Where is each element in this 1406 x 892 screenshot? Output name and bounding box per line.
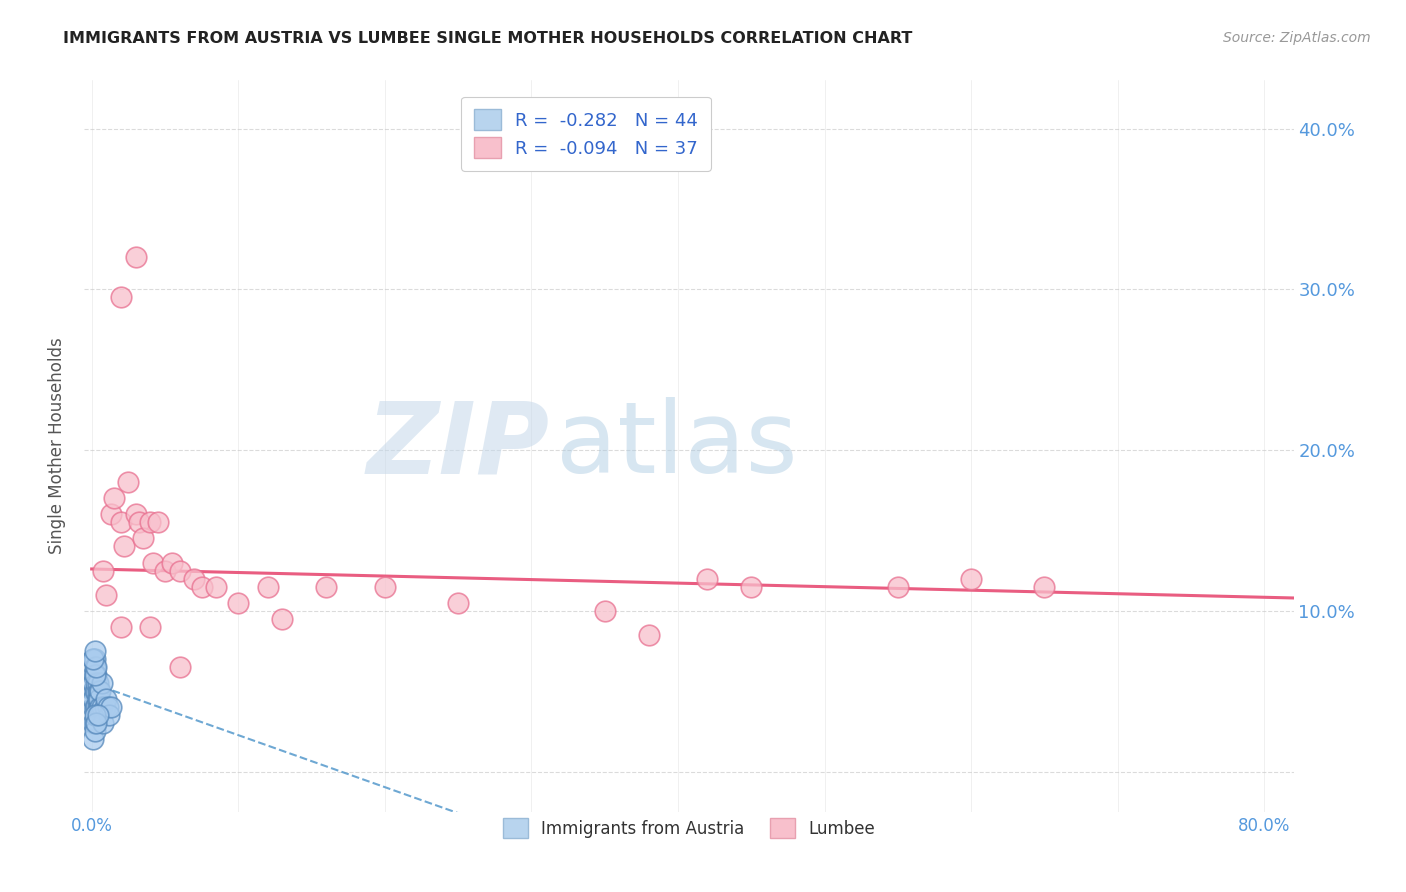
Point bbox=[82, 652, 104, 666]
Point bbox=[740, 580, 762, 594]
Point bbox=[82, 668, 104, 682]
Point bbox=[183, 572, 205, 586]
Point bbox=[89, 700, 111, 714]
Point bbox=[593, 604, 616, 618]
Point bbox=[84, 700, 107, 714]
Point bbox=[117, 475, 139, 490]
Point bbox=[100, 700, 122, 714]
Point bbox=[637, 628, 659, 642]
Point bbox=[91, 700, 114, 714]
Point bbox=[89, 684, 111, 698]
Text: atlas: atlas bbox=[555, 398, 797, 494]
Point bbox=[226, 596, 249, 610]
Point bbox=[83, 724, 105, 739]
Point bbox=[190, 580, 212, 594]
Point bbox=[162, 556, 184, 570]
Point bbox=[82, 652, 104, 666]
Point bbox=[960, 572, 983, 586]
Point bbox=[83, 700, 105, 714]
Legend: Immigrants from Austria, Lumbee: Immigrants from Austria, Lumbee bbox=[489, 805, 889, 851]
Point bbox=[142, 556, 165, 570]
Point bbox=[83, 684, 105, 698]
Point bbox=[205, 580, 228, 594]
Point bbox=[86, 708, 108, 723]
Point bbox=[271, 612, 294, 626]
Point bbox=[110, 516, 132, 530]
Point bbox=[124, 250, 146, 264]
Point bbox=[110, 290, 132, 304]
Point bbox=[110, 620, 132, 634]
Point bbox=[153, 564, 176, 578]
Point bbox=[97, 700, 120, 714]
Point bbox=[84, 684, 107, 698]
Point bbox=[84, 668, 107, 682]
Point bbox=[83, 660, 105, 674]
Point bbox=[83, 668, 105, 682]
Point bbox=[83, 652, 105, 666]
Point bbox=[112, 540, 135, 554]
Text: ZIP: ZIP bbox=[367, 398, 550, 494]
Point bbox=[132, 532, 155, 546]
Point bbox=[146, 516, 169, 530]
Point bbox=[87, 692, 110, 706]
Point bbox=[83, 668, 105, 682]
Point bbox=[84, 716, 107, 731]
Point bbox=[98, 708, 121, 723]
Point bbox=[128, 516, 150, 530]
Point bbox=[84, 708, 107, 723]
Point bbox=[93, 564, 115, 578]
Text: Source: ZipAtlas.com: Source: ZipAtlas.com bbox=[1223, 31, 1371, 45]
Point bbox=[96, 692, 118, 706]
Point bbox=[93, 716, 115, 731]
Point bbox=[83, 644, 105, 658]
Y-axis label: Single Mother Households: Single Mother Households bbox=[48, 338, 66, 554]
Point bbox=[84, 676, 107, 690]
Point bbox=[86, 692, 108, 706]
Point bbox=[82, 676, 104, 690]
Point bbox=[696, 572, 718, 586]
Point bbox=[82, 684, 104, 698]
Point bbox=[82, 732, 104, 747]
Point bbox=[94, 700, 117, 714]
Point bbox=[86, 676, 108, 690]
Point bbox=[169, 564, 191, 578]
Point bbox=[139, 516, 162, 530]
Point bbox=[87, 684, 110, 698]
Point bbox=[315, 580, 337, 594]
Point bbox=[1033, 580, 1056, 594]
Point bbox=[86, 684, 108, 698]
Point bbox=[82, 716, 104, 731]
Point bbox=[887, 580, 910, 594]
Point bbox=[447, 596, 470, 610]
Point bbox=[374, 580, 396, 594]
Point bbox=[91, 676, 114, 690]
Point bbox=[169, 660, 191, 674]
Point bbox=[103, 491, 125, 506]
Point bbox=[86, 700, 108, 714]
Point bbox=[124, 508, 146, 522]
Point bbox=[83, 716, 105, 731]
Point bbox=[100, 508, 122, 522]
Point bbox=[256, 580, 278, 594]
Point bbox=[82, 692, 104, 706]
Point bbox=[96, 588, 118, 602]
Point bbox=[139, 620, 162, 634]
Point bbox=[82, 700, 104, 714]
Text: IMMIGRANTS FROM AUSTRIA VS LUMBEE SINGLE MOTHER HOUSEHOLDS CORRELATION CHART: IMMIGRANTS FROM AUSTRIA VS LUMBEE SINGLE… bbox=[63, 31, 912, 46]
Point bbox=[87, 700, 110, 714]
Point bbox=[83, 708, 105, 723]
Point bbox=[84, 660, 107, 674]
